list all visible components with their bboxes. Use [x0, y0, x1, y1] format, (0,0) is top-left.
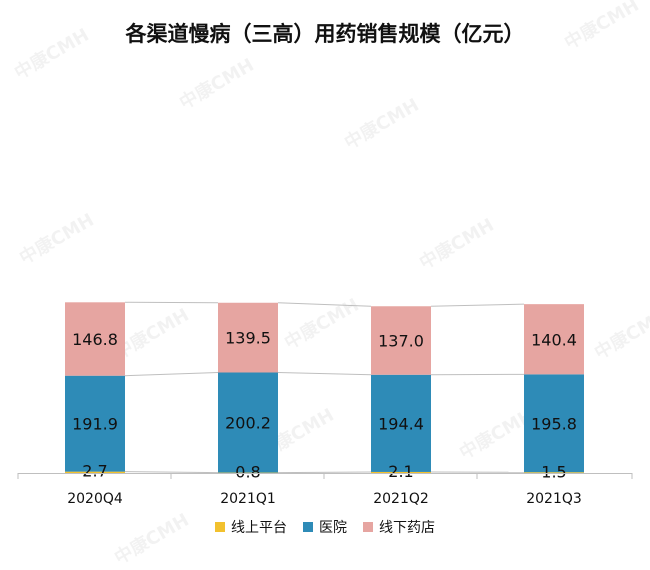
- legend: 线上平台 医院 线下药店: [0, 517, 650, 537]
- data-label: 200.2: [225, 414, 271, 433]
- data-label: 191.9: [72, 415, 118, 434]
- connector-line: [431, 304, 524, 306]
- stacked-bar-chart: 2.7 191.9 146.8 0.8 200.2 139.5 2.1 194.4 137.0 1…: [0, 0, 650, 556]
- data-label: 2.7: [82, 462, 107, 481]
- data-label: 137.0: [378, 332, 424, 351]
- data-label: 2.1: [388, 462, 413, 481]
- data-label: 195.8: [531, 414, 577, 433]
- connector-line: [125, 373, 218, 376]
- connector-line: [278, 472, 371, 473]
- legend-item-hospital: 医院: [303, 517, 347, 537]
- legend-item-online: 线上平台: [215, 517, 287, 537]
- connector-line: [278, 303, 371, 307]
- data-label: 140.4: [531, 330, 577, 349]
- x-tick-label: 2021Q1: [220, 491, 276, 507]
- legend-item-pharmacy: 线下药店: [363, 517, 435, 537]
- x-tick-label: 2020Q4: [67, 491, 123, 507]
- legend-label: 医院: [319, 517, 347, 537]
- legend-swatch: [303, 522, 313, 532]
- data-label: 1.5: [541, 462, 566, 481]
- connector-line: [278, 373, 371, 375]
- legend-swatch: [363, 522, 373, 532]
- x-tick-label: 2021Q3: [526, 491, 582, 507]
- legend-swatch: [215, 522, 225, 532]
- data-label: 0.8: [235, 463, 260, 482]
- legend-label: 线下药店: [379, 517, 435, 537]
- data-label: 146.8: [72, 330, 118, 349]
- data-label: 194.4: [378, 414, 424, 433]
- x-tick-label: 2021Q2: [373, 491, 429, 507]
- legend-label: 线上平台: [231, 517, 287, 537]
- connector-line: [125, 472, 218, 473]
- data-label: 139.5: [225, 329, 271, 348]
